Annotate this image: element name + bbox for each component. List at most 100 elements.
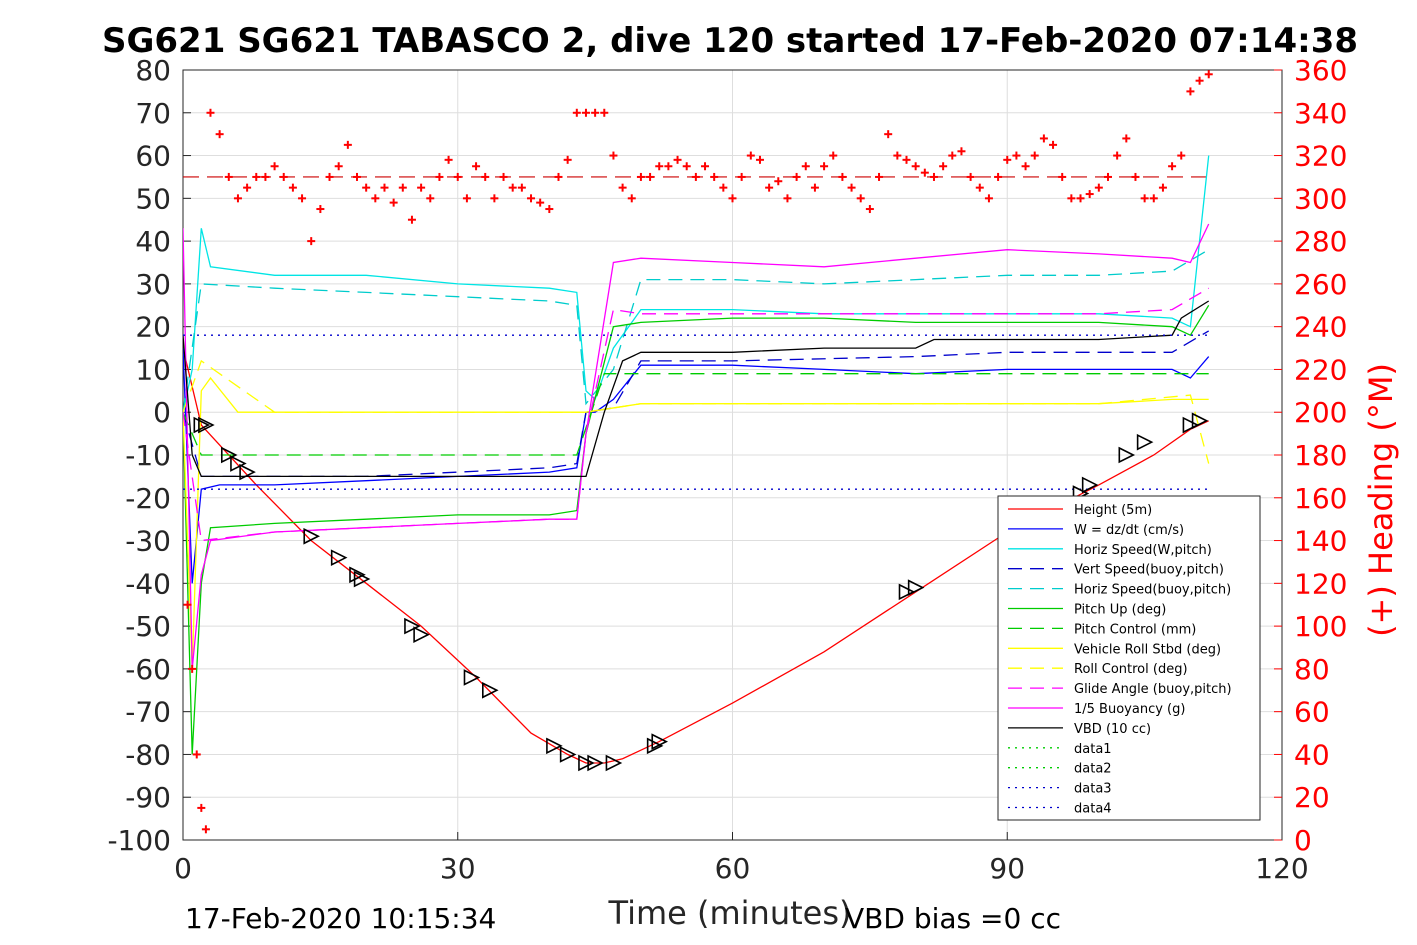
x-tick-label: 0 [174, 852, 192, 885]
y-tick-label: 10 [135, 353, 171, 386]
heading-point [801, 162, 810, 171]
heading-point [1058, 172, 1067, 181]
heading-point [875, 172, 884, 181]
gps-marker [404, 617, 421, 635]
gps-marker [646, 737, 664, 755]
x-tick-label: 30 [440, 852, 476, 885]
heading-point [499, 172, 508, 181]
y-right-tick-label: 120 [1294, 567, 1347, 600]
heading-point [554, 172, 563, 181]
heading-point [1186, 87, 1195, 96]
legend-label-5: Pitch Up (deg) [1074, 603, 1166, 618]
gps-marker [220, 446, 238, 464]
heading-point [646, 172, 655, 181]
heading-point [183, 600, 192, 609]
heading-point [820, 162, 829, 171]
heading-point [810, 183, 819, 192]
heading-point [1030, 151, 1039, 160]
heading-point [192, 750, 201, 759]
series-line-11 [183, 300, 1210, 478]
y-right-tick-label: 80 [1294, 653, 1330, 686]
heading-point [701, 162, 710, 171]
y-right-tick-label: 160 [1294, 482, 1347, 515]
legend: Height (5m) W = dz/dt (cm/s) Horiz Speed(W… [997, 495, 1261, 821]
gps-marker [239, 463, 256, 481]
y-tick-label: -70 [125, 696, 171, 729]
heading-point [957, 147, 966, 156]
gps-marker [898, 583, 916, 601]
legend-label-10: 1/5 Buoyancy (g) [1074, 702, 1185, 717]
heading-point [1149, 194, 1158, 203]
x-tick-label: 60 [715, 852, 751, 885]
y-tick-label: -100 [107, 824, 171, 857]
heading-point [984, 194, 993, 203]
legend-label-1: W = dz/dt (cm/s) [1074, 523, 1184, 538]
heading-point [765, 183, 774, 192]
heading-point [307, 237, 316, 246]
y-right-tick-label: 240 [1294, 311, 1347, 344]
series-line-5 [183, 304, 1210, 755]
x-tick-label: 90 [989, 852, 1025, 885]
y-tick-label: 50 [135, 182, 171, 215]
heading-point [444, 155, 453, 164]
gps-marker [330, 549, 348, 566]
heading-point [261, 172, 270, 181]
heading-point [407, 215, 416, 224]
heading-point [975, 183, 984, 192]
heading-point [527, 194, 536, 203]
gps-marker [907, 579, 925, 596]
legend-label-11: VBD (10 cc) [1074, 722, 1151, 737]
y-right-tick-label: 300 [1294, 182, 1347, 215]
heading-point [911, 162, 920, 171]
heading-point [371, 194, 380, 203]
heading-point [1195, 76, 1204, 85]
heading-point [710, 172, 719, 181]
legend-label-6: Pitch Control (mm) [1074, 622, 1196, 637]
heading-point [233, 194, 242, 203]
gps-marker [1136, 433, 1154, 451]
heading-point [453, 172, 462, 181]
heading-point [600, 108, 609, 117]
y-tick-label: -80 [125, 738, 171, 771]
series-line-1 [183, 348, 1210, 584]
heading-point [902, 155, 911, 164]
heading-point [481, 172, 490, 181]
heading-point [1076, 194, 1085, 203]
heading-point [1204, 70, 1213, 79]
heading-point [1039, 134, 1048, 143]
gps-marker [198, 416, 215, 434]
y-tick-label: 40 [135, 225, 171, 258]
y-tick-label: -90 [125, 781, 171, 814]
y-right-tick-label: 320 [1294, 140, 1347, 173]
heading-point [206, 108, 215, 117]
heading-point [1158, 183, 1167, 192]
heading-point [343, 140, 352, 149]
heading-point [353, 172, 362, 181]
heading-point [572, 108, 581, 117]
heading-point [838, 172, 847, 181]
y-tick-label: -10 [125, 439, 171, 472]
y-tick-label: 80 [135, 54, 171, 87]
heading-point [536, 198, 545, 207]
gps-marker [463, 669, 481, 686]
series-line-8 [183, 359, 1210, 464]
heading-point [948, 151, 957, 160]
heading-point [252, 172, 261, 181]
heading-point [316, 205, 325, 214]
heading-point [856, 194, 865, 203]
y-tick-label: 20 [135, 311, 171, 344]
heading-point [417, 183, 426, 192]
heading-point [682, 162, 691, 171]
legend-label-14: data3 [1074, 782, 1112, 797]
heading-point [1122, 134, 1131, 143]
series-line-4 [183, 249, 1210, 413]
heading-point [472, 162, 481, 171]
heading-point [215, 130, 224, 139]
heading-point [755, 155, 764, 164]
y-tick-label: 30 [135, 268, 171, 301]
gps-marker [353, 570, 371, 588]
gps-marker [546, 737, 563, 755]
heading-point [581, 108, 590, 117]
heading-point [719, 183, 728, 192]
heading-point [591, 108, 600, 117]
